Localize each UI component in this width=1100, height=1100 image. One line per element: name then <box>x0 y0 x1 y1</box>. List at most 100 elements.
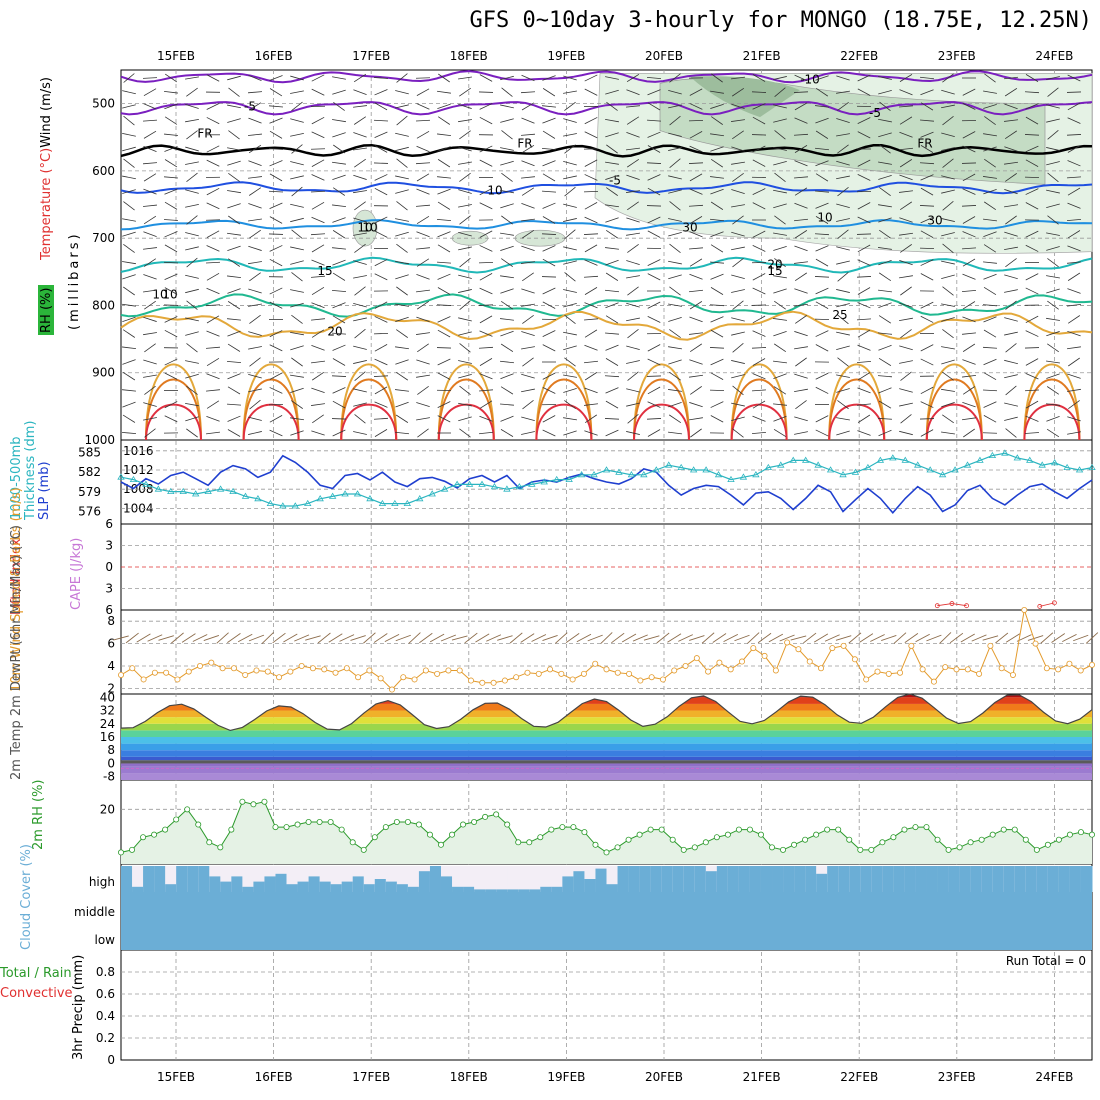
wind-barb <box>605 89 619 95</box>
wind-barb <box>899 217 913 223</box>
wind-barb <box>626 116 640 125</box>
wind-barb <box>710 188 724 195</box>
wind-barb <box>690 386 702 395</box>
cloud-ylabel: Cloud Cover (%) <box>19 844 34 950</box>
isotherm-label: -10 <box>800 72 820 86</box>
wind-barb-10m <box>995 632 1009 644</box>
wind-barb <box>291 314 303 324</box>
bottom-date-label: 20FEB <box>645 1070 683 1084</box>
wind-barb <box>1025 103 1039 110</box>
slp-line-point <box>839 471 847 478</box>
rh-ylabel: 2m RH (%) <box>31 779 46 850</box>
wind-barb <box>373 77 389 79</box>
wind-barb <box>605 118 619 123</box>
wind-barb <box>542 415 556 423</box>
wind-barb <box>815 372 829 380</box>
wind-barb <box>1025 372 1039 380</box>
wind-barb <box>163 261 179 264</box>
wind-barb <box>123 286 135 296</box>
wind-barb <box>752 116 766 125</box>
cloud-level-label: high <box>89 875 115 889</box>
rh-line-point <box>956 844 963 851</box>
wind-barb <box>290 161 304 166</box>
wind-barb <box>396 201 408 211</box>
wind-barb <box>185 189 199 194</box>
wind-barb <box>942 329 954 339</box>
wind-barb <box>1067 102 1081 111</box>
cloud-high-bar <box>220 881 232 892</box>
wind-speed-line-point <box>298 663 305 670</box>
temp-band <box>121 756 1092 761</box>
wind-barb <box>458 360 472 364</box>
wind-barb <box>1046 147 1060 151</box>
wind-barb <box>920 386 934 395</box>
wind-barb <box>311 216 325 224</box>
wind-barb <box>500 189 514 194</box>
wind-barb <box>353 190 367 194</box>
rh-line-point <box>504 821 511 828</box>
wind-speed-line-point <box>377 675 384 682</box>
wind-barb <box>584 131 598 139</box>
wind-barb <box>164 231 178 238</box>
wind-barb-10m <box>893 632 907 644</box>
wind-barb <box>123 201 135 211</box>
wind-barb-10m <box>542 634 558 642</box>
cloud-high-bar <box>639 866 652 892</box>
wind-barb <box>353 317 367 322</box>
cloud-high-bar <box>760 866 773 892</box>
wind-barb <box>836 160 850 166</box>
wind-speed-line-point <box>287 668 294 675</box>
wind-barb <box>479 415 493 422</box>
wind-barb <box>689 216 703 224</box>
wind-barb <box>311 345 325 351</box>
wind-barb <box>479 287 493 295</box>
top-date-label: 22FEB <box>840 49 878 63</box>
wind-barb <box>1047 172 1059 183</box>
wind-speed-line-point <box>456 667 463 674</box>
wind-barb <box>310 190 326 193</box>
wind-barb <box>290 246 304 251</box>
wind-barb <box>542 330 556 338</box>
wind-speed-line-point <box>219 665 226 672</box>
wind-barb <box>1068 357 1080 367</box>
wind-barb <box>1024 91 1040 94</box>
wind-barb <box>332 174 346 181</box>
wind-barb <box>437 146 451 152</box>
wind-barb <box>962 88 976 96</box>
wind-barb <box>961 332 977 335</box>
wind-barb <box>416 188 430 195</box>
wind-barb <box>710 329 724 338</box>
wind-barb <box>164 188 178 195</box>
wind-barb <box>436 176 452 179</box>
wind-barb <box>290 175 304 180</box>
slp-line-point <box>1088 463 1096 470</box>
wind-barb-10m <box>656 632 670 644</box>
cloud-high-bg <box>540 866 552 892</box>
rh-line-point <box>360 846 367 853</box>
wind-barb <box>500 318 514 321</box>
wind-barb <box>709 347 725 349</box>
wind-barb <box>290 374 304 378</box>
wind-barb <box>878 289 892 293</box>
boundary-layer-contour <box>535 378 593 441</box>
wind-barb <box>962 258 976 267</box>
wind-barb-10m <box>734 634 750 642</box>
temperature-label: Temperature <box>39 174 54 261</box>
wind-barb <box>962 301 976 310</box>
cloud-high-bar <box>749 866 762 892</box>
wind-barb <box>121 389 137 392</box>
bottom-date-label: 18FEB <box>450 1070 488 1084</box>
wind-barb <box>1047 300 1059 310</box>
pressure-tick-label: 800 <box>92 298 115 312</box>
wind-barb <box>416 417 430 421</box>
slp-line-point <box>154 485 163 492</box>
wind-barb <box>416 173 430 182</box>
cloud-high-bg <box>485 866 497 892</box>
wind-barb <box>688 204 704 207</box>
wind-barb <box>122 90 136 95</box>
wind-barb-10m <box>520 633 535 643</box>
wind-barb <box>1005 173 1017 182</box>
wind-barb <box>353 217 367 223</box>
wind-barb-10m <box>915 633 930 643</box>
wind-barb <box>899 232 913 236</box>
